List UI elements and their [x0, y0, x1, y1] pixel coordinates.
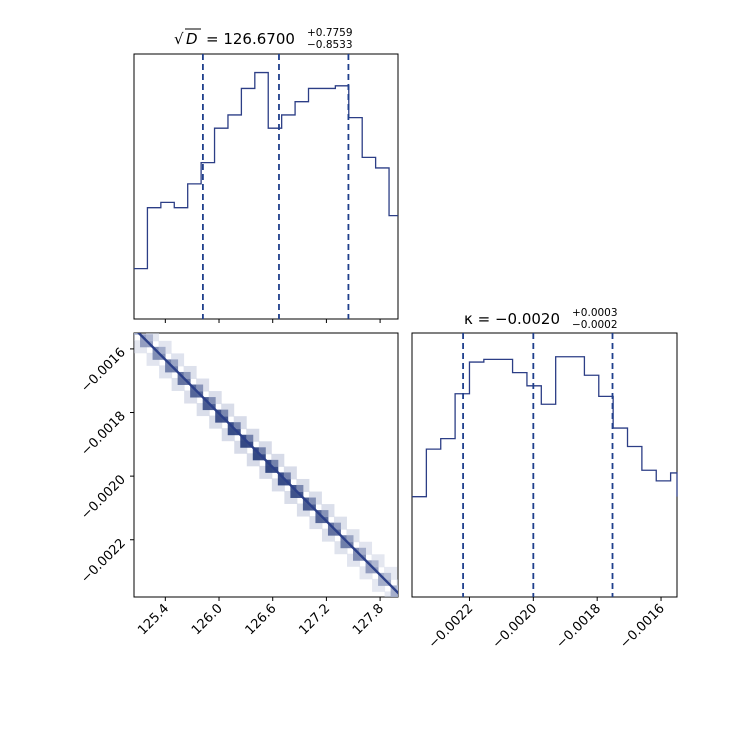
histogram-step-line: [134, 71, 398, 270]
density-cell: [258, 441, 272, 455]
x-tick-label-sqrtD: 125.4: [135, 601, 172, 638]
density-cell: [196, 378, 210, 392]
density-cell: [208, 391, 222, 405]
title-sqrt-D: D: [186, 30, 198, 48]
x-tick-label-sqrtD: 127.8: [350, 601, 387, 638]
density-cell: [321, 504, 335, 518]
density-cell: [359, 541, 373, 555]
title-sqrtD-value: = 126.6700: [206, 30, 295, 48]
density-cell: [134, 333, 135, 341]
x-tick-label-sqrtD: 126.0: [189, 601, 226, 638]
density-cell: [146, 333, 160, 342]
y-tick-label-kappa: −0.0016: [78, 345, 128, 395]
title-kappa-lower: −0.0002: [572, 319, 618, 331]
panel-kappa-marginal: [411, 332, 678, 598]
title-sqrt-symbol: √: [174, 30, 184, 48]
panel-joint: [133, 332, 399, 598]
density-cell: [171, 353, 185, 367]
density-cell: [271, 453, 285, 467]
title-sqrtD: √ D = 126.6700 +0.7759 −0.8533: [174, 27, 353, 51]
density-cell: [308, 491, 322, 505]
x-tick-label-kappa: −0.0022: [426, 601, 476, 651]
x-tick-label-sqrtD: 127.2: [296, 601, 333, 638]
histogram-step-line: [412, 356, 678, 498]
density-cell: [134, 333, 141, 335]
density-cell: [371, 554, 385, 568]
title-kappa-upper: +0.0003: [572, 307, 618, 319]
y-tick-label-kappa: −0.0018: [78, 409, 128, 459]
x-tick-label-kappa: −0.0016: [617, 601, 667, 651]
density-cell: [390, 585, 398, 597]
density-cell: [233, 416, 247, 430]
title-kappa: κ = −0.0020 +0.0003 −0.0002: [464, 307, 618, 331]
x-tick-label-kappa: −0.0018: [554, 601, 604, 651]
density-cell: [246, 428, 260, 442]
kappa-histogram: [412, 333, 678, 597]
density-cell: [221, 403, 235, 417]
density-cell: [296, 478, 310, 492]
y-tick-label-kappa: −0.0022: [78, 536, 128, 586]
title-sqrtD-lower: −0.8533: [307, 39, 353, 51]
density-cell: [183, 365, 197, 379]
density-cell: [158, 340, 172, 354]
x-tick-label-sqrtD: 126.6: [243, 601, 280, 638]
density-cell: [396, 579, 398, 593]
title-sqrtD-upper: +0.7759: [307, 27, 353, 39]
title-kappa-value: κ = −0.0020: [464, 310, 560, 328]
density-contour: [137, 333, 398, 595]
joint-density: [134, 316, 398, 597]
density-cell: [283, 466, 297, 480]
density-cell: [134, 316, 147, 329]
x-tick-label-kappa: −0.0020: [490, 601, 540, 651]
y-tick-label-kappa: −0.0020: [78, 472, 128, 522]
density-cell: [384, 566, 398, 580]
density-cell: [346, 529, 360, 543]
density-cell: [333, 516, 347, 530]
panel-sqrtD-marginal: [133, 53, 399, 320]
sqrtD-histogram: [134, 54, 398, 319]
